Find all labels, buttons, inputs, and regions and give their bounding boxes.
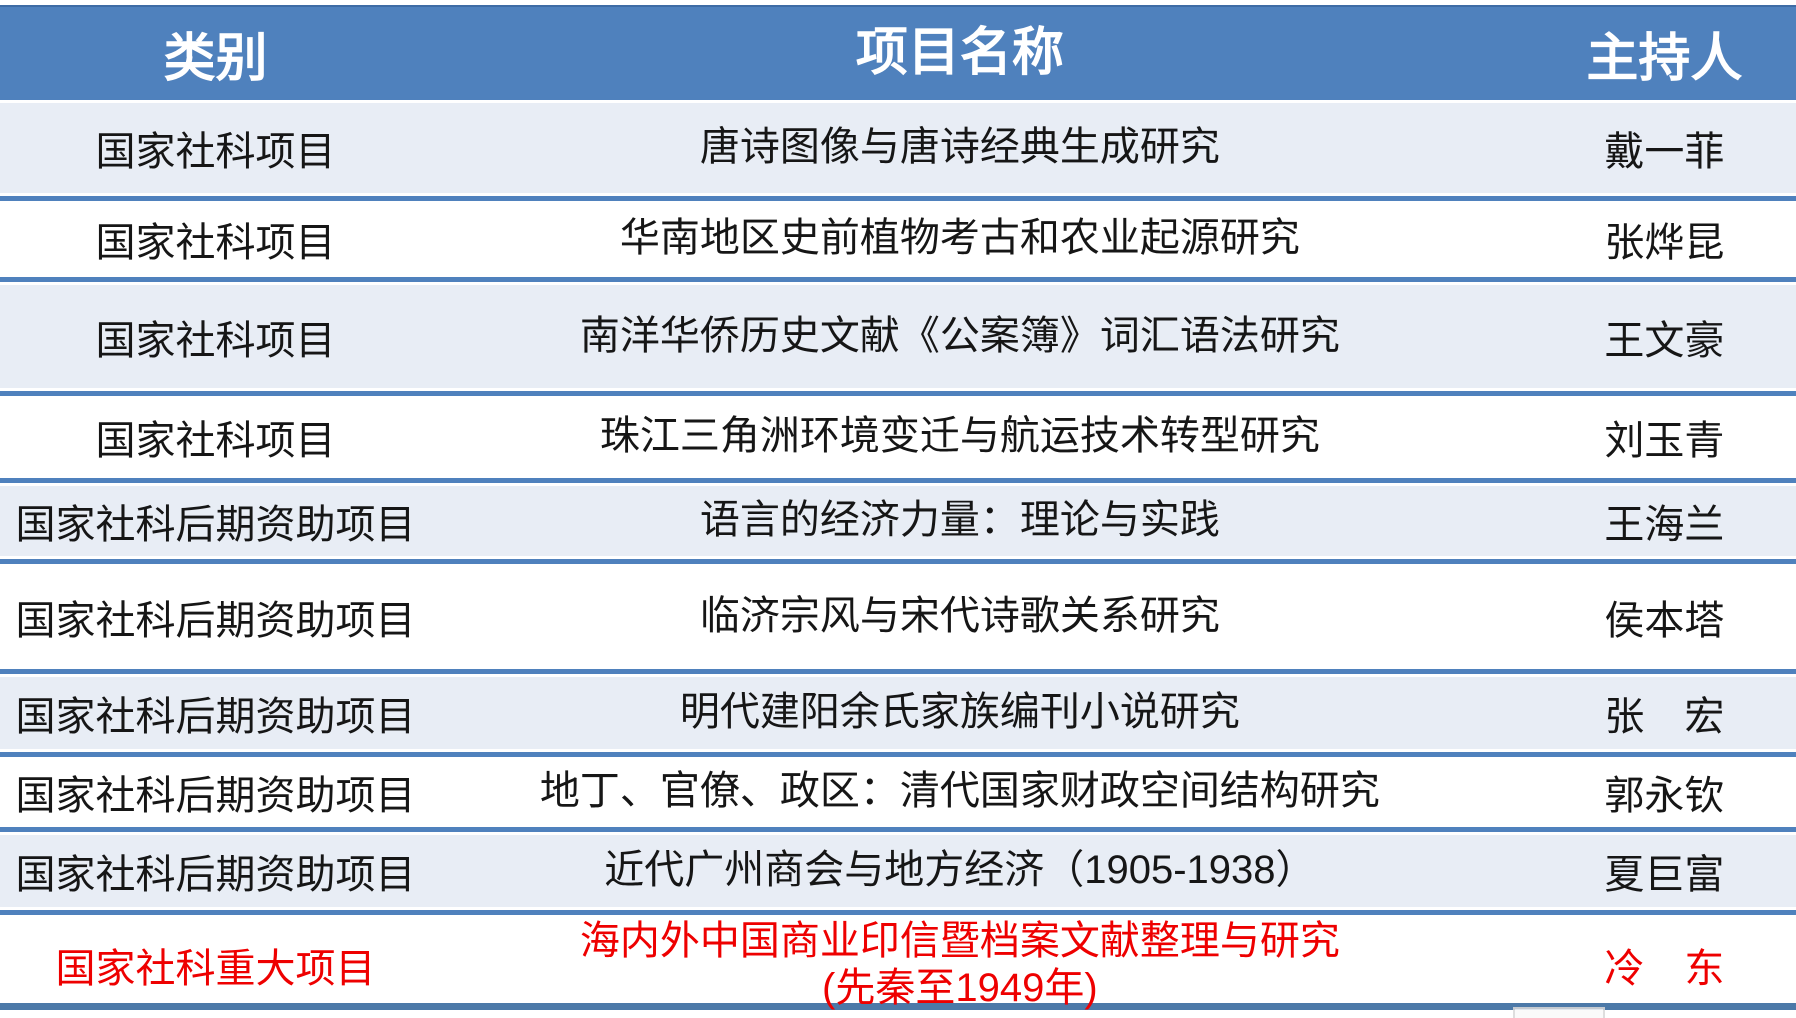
table-row: 国家社科项目 华南地区史前植物考古和农业起源研究 张烨昆	[0, 204, 1796, 274]
table-row: 国家社科后期资助项目 明代建阳余氏家族编刊小说研究 张 宏	[0, 677, 1796, 749]
lead-name-cell: 冷 东	[1604, 947, 1725, 992]
header-category: 类别	[163, 30, 268, 88]
row-divider	[0, 827, 1796, 832]
project-title-cell: 珠江三角洲环境变迁与航运技术转型研究	[599, 414, 1320, 459]
category-cell: 国家社科后期资助项目	[15, 853, 416, 897]
lead-name-cell: 张烨昆	[1604, 221, 1725, 265]
table-row: 国家社科项目 南洋华侨历史文献《公案簿》词汇语法研究 王文豪	[0, 285, 1796, 388]
lead-name-cell: 郭永钦	[1604, 774, 1725, 818]
category-cell: 国家社科后期资助项目	[15, 598, 416, 643]
header-lead: 主持人	[1586, 30, 1743, 88]
table-row: 国家社科后期资助项目 地丁、官僚、政区：清代国家财政空间结构研究 郭永钦	[0, 760, 1796, 824]
row-divider	[0, 277, 1796, 282]
category-cell: 国家社科项目	[95, 221, 336, 265]
lead-name-cell: 夏巨富	[1604, 853, 1725, 897]
project-title-cell: 临济宗风与宋代诗歌关系研究	[699, 593, 1220, 638]
table-row: 国家社科后期资助项目 语言的经济力量：理论与实践 王海兰	[0, 486, 1796, 556]
project-title-cell: 唐诗图像与唐诗经典生成研究	[699, 125, 1220, 170]
row-divider	[0, 752, 1796, 757]
lead-name-cell: 王文豪	[1604, 318, 1725, 363]
row-divider	[0, 391, 1796, 396]
project-title-cell: 明代建阳余氏家族编刊小说研究	[679, 690, 1240, 735]
category-cell: 国家社科后期资助项目	[15, 503, 416, 547]
table-bottom-border	[0, 1003, 1796, 1010]
table-row-highlighted: 国家社科重大项目 海内外中国商业印信暨档案文献整理与研究 (先秦至1949年) …	[0, 918, 1796, 1010]
lead-name-cell: 侯本塔	[1604, 598, 1725, 643]
project-title-cell: 南洋华侨历史文献《公案簿》词汇语法研究	[579, 313, 1340, 358]
row-divider	[0, 559, 1796, 564]
table-row: 国家社科后期资助项目 近代广州商会与地方经济（1905-1938） 夏巨富	[0, 835, 1796, 907]
table-row: 国家社科项目 珠江三角洲环境变迁与航运技术转型研究 刘玉青	[0, 399, 1796, 475]
project-title-cell: 地丁、官僚、政区：清代国家财政空间结构研究	[539, 769, 1380, 814]
table-row: 国家社科后期资助项目 临济宗风与宋代诗歌关系研究 侯本塔	[0, 567, 1796, 666]
category-cell: 国家社科项目	[95, 318, 336, 363]
lead-name-cell: 王海兰	[1604, 503, 1725, 547]
lead-name-cell: 刘玉青	[1604, 419, 1725, 463]
header-project: 项目名称	[855, 23, 1064, 82]
project-title-cell: 语言的经济力量：理论与实践	[699, 498, 1220, 543]
category-cell: 国家社科项目	[95, 419, 336, 463]
lead-name-cell: 戴一菲	[1604, 130, 1725, 174]
category-cell: 国家社科重大项目	[55, 947, 376, 992]
project-title-cell: 近代广州商会与地方经济（1905-1938）	[604, 848, 1316, 893]
watermark-artifact	[1513, 1007, 1605, 1018]
row-divider	[0, 669, 1796, 674]
category-cell: 国家社科后期资助项目	[15, 695, 416, 739]
project-title-cell: 华南地区史前植物考古和农业起源研究	[619, 216, 1300, 261]
lead-name-cell: 张 宏	[1604, 695, 1725, 739]
project-title-cell: 海内外中国商业印信暨档案文献整理与研究 (先秦至1949年)	[579, 919, 1340, 1011]
table-header: 类别 项目名称 主持人	[0, 5, 1796, 100]
category-cell: 国家社科项目	[95, 130, 336, 174]
row-divider	[0, 196, 1796, 201]
category-cell: 国家社科后期资助项目	[15, 774, 416, 818]
row-divider	[0, 478, 1796, 483]
row-divider	[0, 910, 1796, 915]
table-row: 国家社科项目 唐诗图像与唐诗经典生成研究 戴一菲	[0, 103, 1796, 193]
